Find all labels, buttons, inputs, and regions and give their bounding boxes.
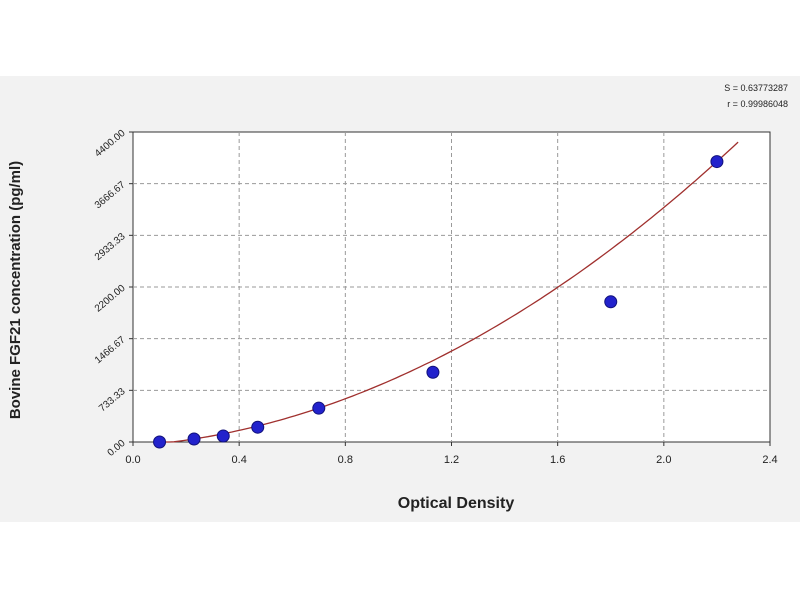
data-point (251, 420, 265, 434)
data-point (312, 401, 326, 415)
annotation-r: r = 0.99986048 (727, 99, 788, 109)
data-point (153, 435, 167, 449)
data-point (187, 432, 201, 446)
x-tick-label: 1.6 (550, 454, 565, 466)
x-tick-label: 2.4 (762, 454, 777, 466)
data-point (426, 365, 440, 379)
data-point (604, 295, 618, 309)
x-tick-label: 1.2 (444, 454, 459, 466)
data-points (153, 155, 724, 449)
x-tick-label: 2.0 (656, 454, 671, 466)
x-axis-label: Optical Density (398, 495, 515, 512)
x-tick-label: 0.0 (125, 454, 140, 466)
x-tick-label: 0.8 (338, 454, 353, 466)
annotation-s: S = 0.63773287 (724, 83, 788, 93)
data-point (216, 429, 230, 443)
y-axis-label: Bovine FGF21 concentration (pg/ml) (7, 161, 24, 419)
data-point (710, 155, 724, 169)
x-tick-label: 0.4 (232, 454, 247, 466)
